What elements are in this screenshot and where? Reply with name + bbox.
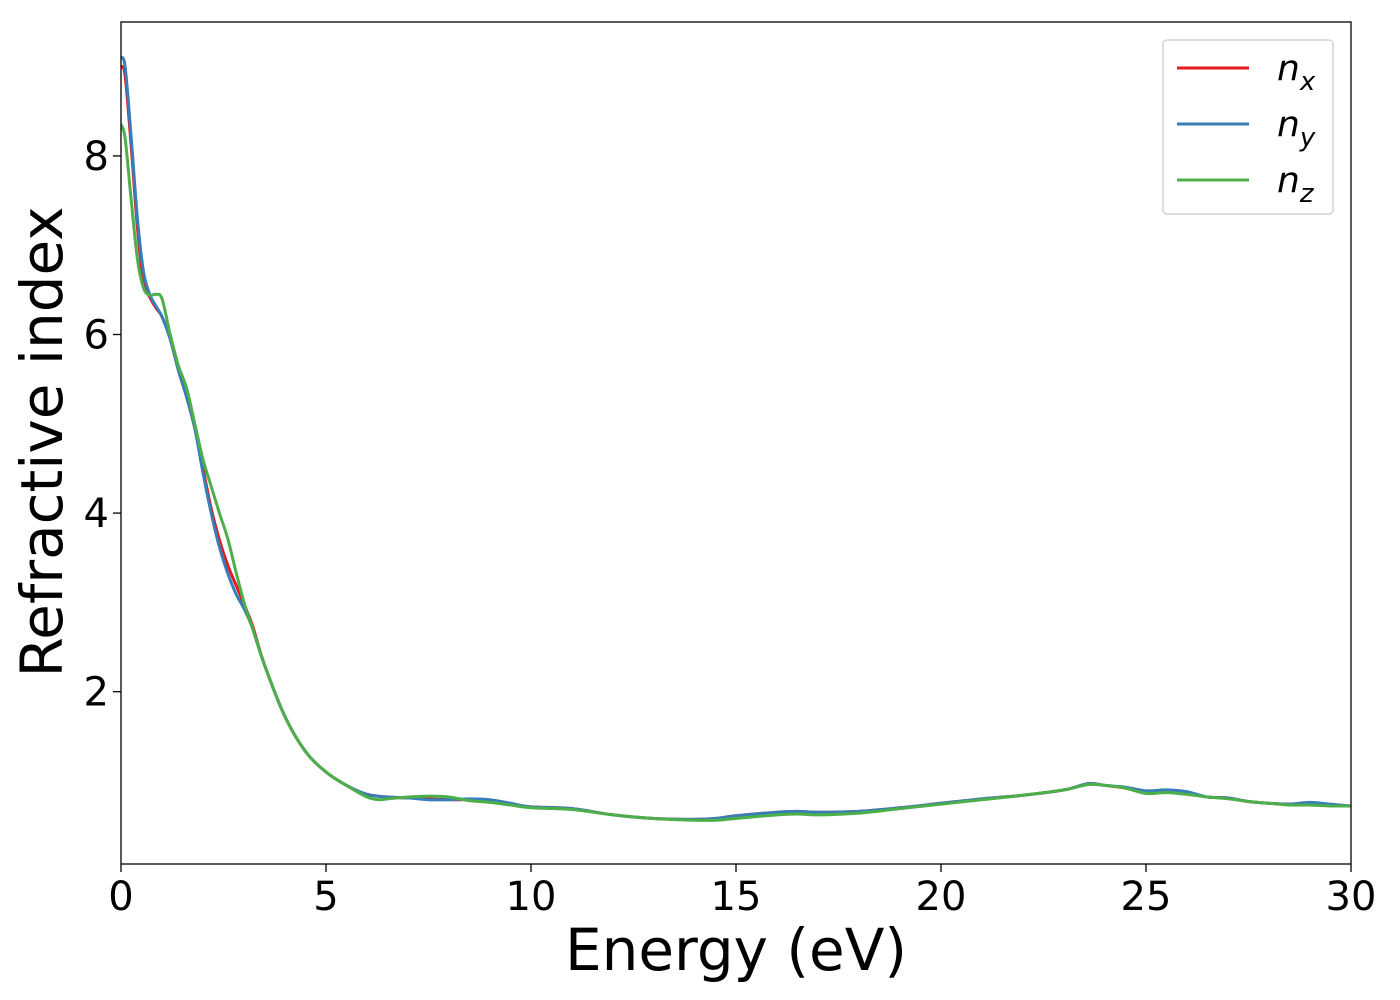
y-tick-label: 6 bbox=[84, 313, 109, 359]
legend-box bbox=[1162, 39, 1334, 215]
legend: nx ny nz bbox=[1162, 39, 1334, 215]
series-line-nz bbox=[121, 123, 1351, 822]
x-tick-label: 20 bbox=[916, 874, 967, 920]
y-axis-ticks: 2 4 6 8 bbox=[84, 134, 121, 716]
x-tick-label: 5 bbox=[313, 874, 338, 920]
legend-entry-nz: nz bbox=[1177, 160, 1315, 209]
plot-area bbox=[120, 21, 1352, 865]
x-tick-label: 25 bbox=[1121, 874, 1172, 920]
x-axis-label: Energy (eV) bbox=[565, 916, 907, 984]
series-lines bbox=[121, 56, 1351, 822]
y-tick-label: 2 bbox=[84, 670, 109, 716]
legend-label: nx bbox=[1277, 48, 1316, 97]
x-tick-label: 10 bbox=[506, 874, 557, 920]
series-line-ny bbox=[121, 56, 1351, 821]
y-axis-label: Refractive index bbox=[8, 206, 76, 677]
x-tick-label: 0 bbox=[108, 874, 133, 920]
x-tick-label: 15 bbox=[711, 874, 762, 920]
x-tick-label: 30 bbox=[1326, 874, 1377, 920]
plot-background bbox=[121, 22, 1351, 864]
y-tick-label: 4 bbox=[84, 491, 109, 537]
legend-entry-ny: ny bbox=[1177, 104, 1316, 153]
legend-label: ny bbox=[1277, 104, 1316, 153]
legend-entry-nx: nx bbox=[1177, 48, 1316, 97]
y-tick-label: 8 bbox=[84, 134, 109, 180]
x-axis-ticks: 0 5 10 15 20 25 30 bbox=[108, 864, 1376, 920]
legend-label: nz bbox=[1277, 160, 1315, 209]
